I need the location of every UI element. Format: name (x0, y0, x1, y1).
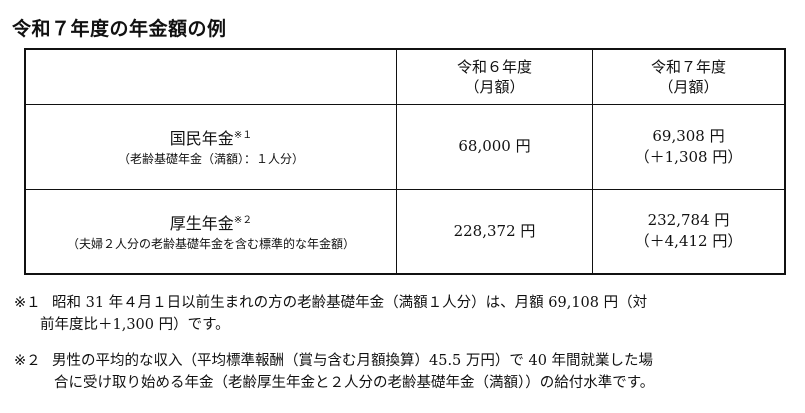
pension-table: 令和６年度 （月額） 令和７年度 （月額） 国民年金※１ （老齢基礎年金（満額）：１… (24, 48, 786, 275)
footnote-line: 男性の平均的な収入（平均標準報酬（賞与含む月額換算）45.5 万円）で 40 年… (52, 353, 654, 369)
r7-cell: 232,784 円 （＋4,412 円） (592, 188, 786, 275)
header-empty-cell (24, 48, 397, 105)
header-r6: 令和６年度 （月額） (396, 48, 593, 105)
r6-value: 68,000 円 (396, 103, 593, 190)
row-label: 国民年金 (169, 129, 234, 148)
footnote-line: 合に受け取り始める年金（老齢厚生年金と２人分の老齢基礎年金（満額））の給付水準で… (54, 375, 655, 391)
footnote-line: 前年度比＋1,300 円）です。 (40, 317, 230, 333)
row-label: 厚生年金 (169, 213, 234, 233)
r7-diff: （＋4,412 円） (634, 232, 743, 251)
footnote-mark: ※２ (14, 353, 41, 369)
footnote-ref: ※２ (233, 214, 253, 226)
footnote-line: 昭和 31 年４月１日以前生まれの方の老齢基礎年金（満額１人分）は、月額 69,… (52, 295, 648, 311)
row-sublabel: （夫婦２人分の老齢基礎年金を含む標準的な年金額） (66, 236, 355, 251)
table-header-row: 令和６年度 （月額） 令和７年度 （月額） (24, 48, 786, 105)
row-label-cell: 厚生年金※２ （夫婦２人分の老齢基礎年金を含む標準的な年金額） (24, 188, 397, 275)
row-label-cell: 国民年金※１ （老齢基礎年金（満額）：１人分） (24, 103, 397, 190)
footnote-ref: ※１ (233, 130, 253, 141)
r7-value: 232,784 円 (647, 211, 730, 230)
r6-value: 228,372 円 (396, 188, 593, 275)
page-title: 令和７年度の年金額の例 (12, 18, 227, 40)
r7-diff: （＋1,308 円） (634, 147, 743, 166)
r7-value: 69,308 円 (652, 126, 725, 145)
footnote-1: ※１ 昭和 31 年４月１日以前生まれの方の老齢基礎年金（満額１人分）は、月額 … (14, 292, 794, 336)
footnote-mark: ※１ (14, 295, 41, 311)
header-r7: 令和７年度 （月額） (592, 48, 786, 105)
footnote-2: ※２ 男性の平均的な収入（平均標準報酬（賞与含む月額換算）45.5 万円）で 4… (14, 350, 794, 394)
row-sublabel: （老齢基礎年金（満額）：１人分） (117, 152, 304, 166)
table-row: 厚生年金※２ （夫婦２人分の老齢基礎年金を含む標準的な年金額） 228,372 … (24, 188, 786, 275)
table-row: 国民年金※１ （老齢基礎年金（満額）：１人分） 68,000 円 69,308 … (24, 103, 786, 190)
r7-cell: 69,308 円 （＋1,308 円） (592, 103, 786, 190)
